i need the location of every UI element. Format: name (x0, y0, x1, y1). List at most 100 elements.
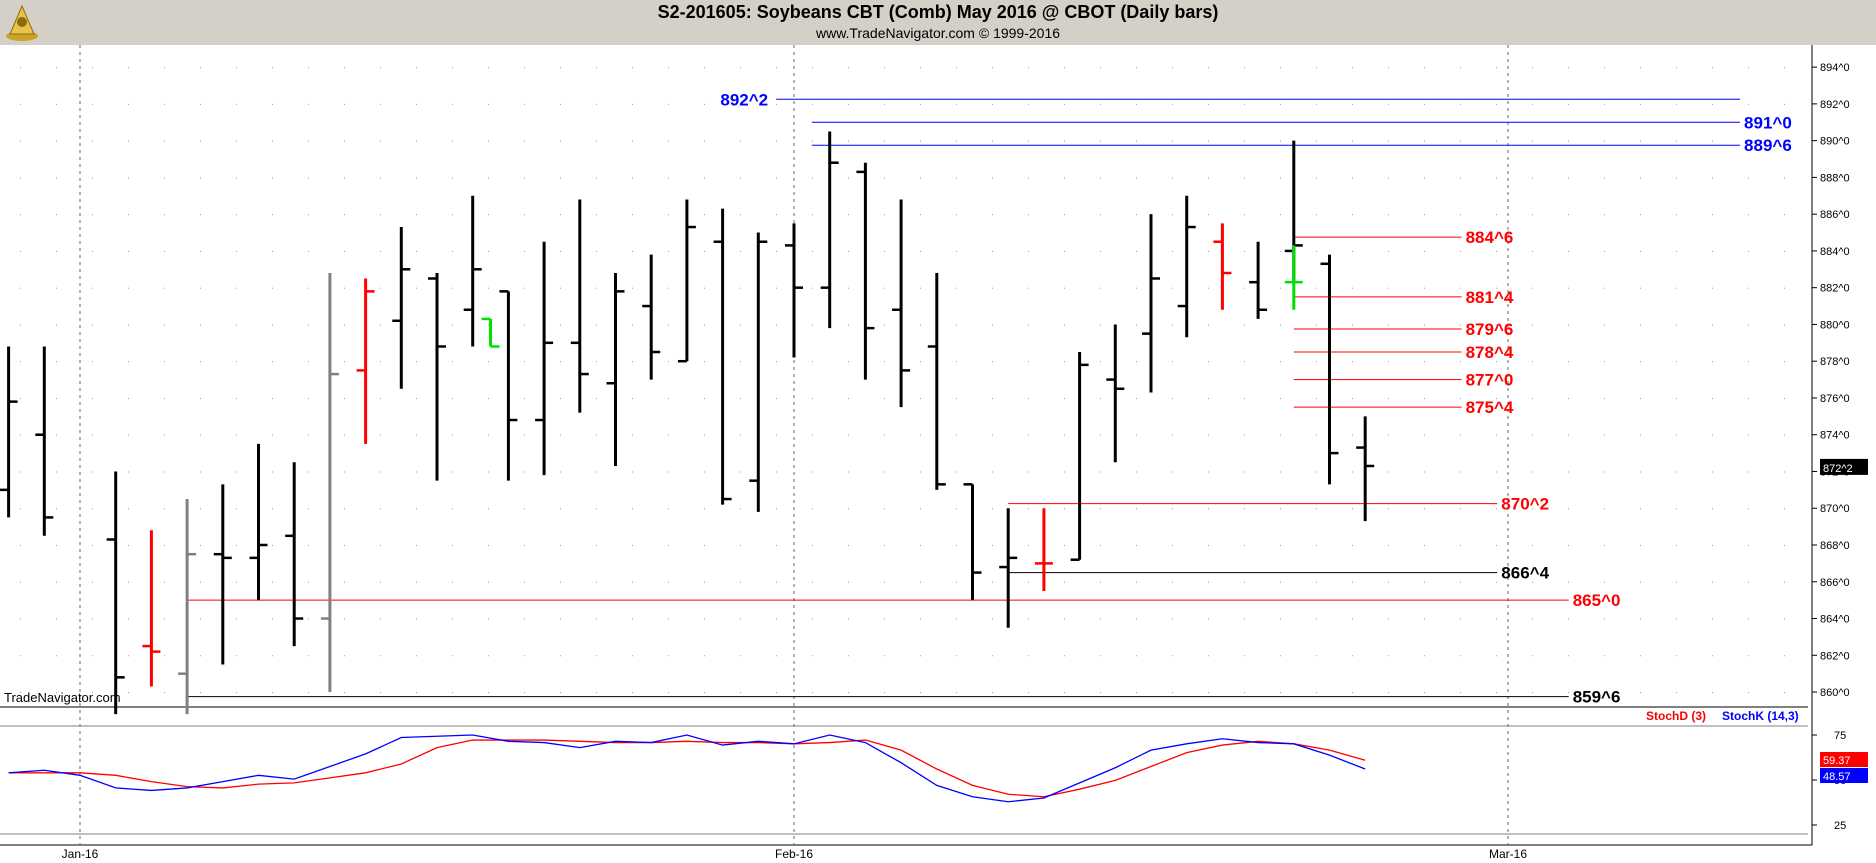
grid-dot (236, 140, 237, 142)
level-label: 892^2 (720, 90, 768, 109)
grid-dot (1604, 397, 1605, 399)
grid-dot (164, 471, 165, 473)
grid-dot (776, 140, 777, 142)
grid-dot (668, 140, 669, 142)
grid-dot (1748, 324, 1749, 326)
grid-dot (1568, 618, 1569, 620)
grid-dot (1604, 471, 1605, 473)
grid-dot (524, 397, 525, 399)
grid-dot (1172, 618, 1173, 620)
grid-dot (1532, 140, 1533, 142)
grid-dot (740, 434, 741, 436)
grid-dot (668, 361, 669, 363)
grid-dot (848, 324, 849, 326)
ohlc-bar (249, 443, 268, 601)
grid-dot (236, 324, 237, 326)
grid-dot (1532, 250, 1533, 252)
grid-dot (1424, 103, 1425, 105)
grid-dot (992, 250, 993, 252)
grid-dot (1136, 287, 1137, 289)
grid-dot (668, 324, 669, 326)
grid-dot (92, 618, 93, 620)
grid-dot (344, 471, 345, 473)
grid-dot (848, 618, 849, 620)
level-label: 875^4 (1466, 398, 1514, 417)
grid-dot (1424, 361, 1425, 363)
grid-dot (596, 434, 597, 436)
grid-dot (1604, 692, 1605, 694)
grid-dot (1352, 140, 1353, 142)
grid-dot (1280, 214, 1281, 216)
grid-dot (236, 471, 237, 473)
grid-dot (1028, 397, 1029, 399)
grid-dot (632, 177, 633, 179)
grid-dot (1604, 250, 1605, 252)
grid-dot (524, 655, 525, 657)
grid-dot (92, 434, 93, 436)
grid-dot (1064, 692, 1065, 694)
grid-dot (776, 250, 777, 252)
ohlc-bar (142, 530, 161, 687)
y-tick-label: 874^0 (1820, 430, 1850, 442)
grid-dot (848, 177, 849, 179)
grid-dot (632, 140, 633, 142)
grid-dot (1424, 471, 1425, 473)
grid-dot (272, 434, 273, 436)
grid-dot (1748, 103, 1749, 105)
grid-dot (1100, 545, 1101, 546)
grid-dot (524, 103, 525, 105)
grid-dot (1172, 581, 1173, 583)
grid-dot (1496, 434, 1497, 436)
grid-dot (1532, 214, 1533, 216)
grid-dot (668, 618, 669, 620)
ohlc-bar (713, 208, 732, 505)
grid-dot (992, 140, 993, 142)
grid-dot (704, 508, 705, 510)
grid-dot (776, 287, 777, 289)
grid-dot (992, 471, 993, 473)
grid-dot (1388, 508, 1389, 510)
grid-dot (956, 508, 957, 510)
y-tick-label: 888^0 (1820, 172, 1850, 184)
grid-dot (92, 471, 93, 473)
grid-dot (848, 471, 849, 473)
grid-dot (1100, 140, 1101, 142)
ohlc-bar (1034, 508, 1053, 591)
x-tick-label: Mar-16 (1489, 847, 1527, 861)
y-tick-label: 884^0 (1820, 246, 1850, 258)
grid-dot (128, 103, 129, 105)
grid-dot (308, 324, 309, 326)
grid-dot (1316, 655, 1317, 657)
grid-dot (452, 471, 453, 473)
grid-dot (1604, 434, 1605, 436)
grid-dot (524, 214, 525, 216)
grid-dot (1244, 545, 1245, 546)
grid-dot (1100, 324, 1101, 326)
grid-dot (1100, 471, 1101, 473)
grid-dot (884, 545, 885, 546)
grid-dot (560, 655, 561, 657)
grid-dot (1640, 508, 1641, 510)
level-label: 884^6 (1466, 228, 1514, 247)
grid-dot (920, 545, 921, 546)
grid-dot (848, 67, 849, 69)
grid-dot (416, 434, 417, 436)
grid-dot (1712, 250, 1713, 252)
grid-dot (596, 140, 597, 142)
grid-dot (272, 214, 273, 216)
grid-dot (524, 508, 525, 510)
grid-dot (884, 581, 885, 583)
grid-dot (20, 250, 21, 252)
grid-dot (1316, 434, 1317, 436)
grid-dot (308, 103, 309, 105)
grid-dot (1748, 692, 1749, 694)
grid-dot (1676, 397, 1677, 399)
grid-dot (236, 103, 237, 105)
grid-dot (236, 618, 237, 620)
grid-dot (776, 692, 777, 694)
grid-dot (92, 397, 93, 399)
grid-dot (1388, 434, 1389, 436)
grid-dot (668, 287, 669, 289)
grid-dot (956, 214, 957, 216)
